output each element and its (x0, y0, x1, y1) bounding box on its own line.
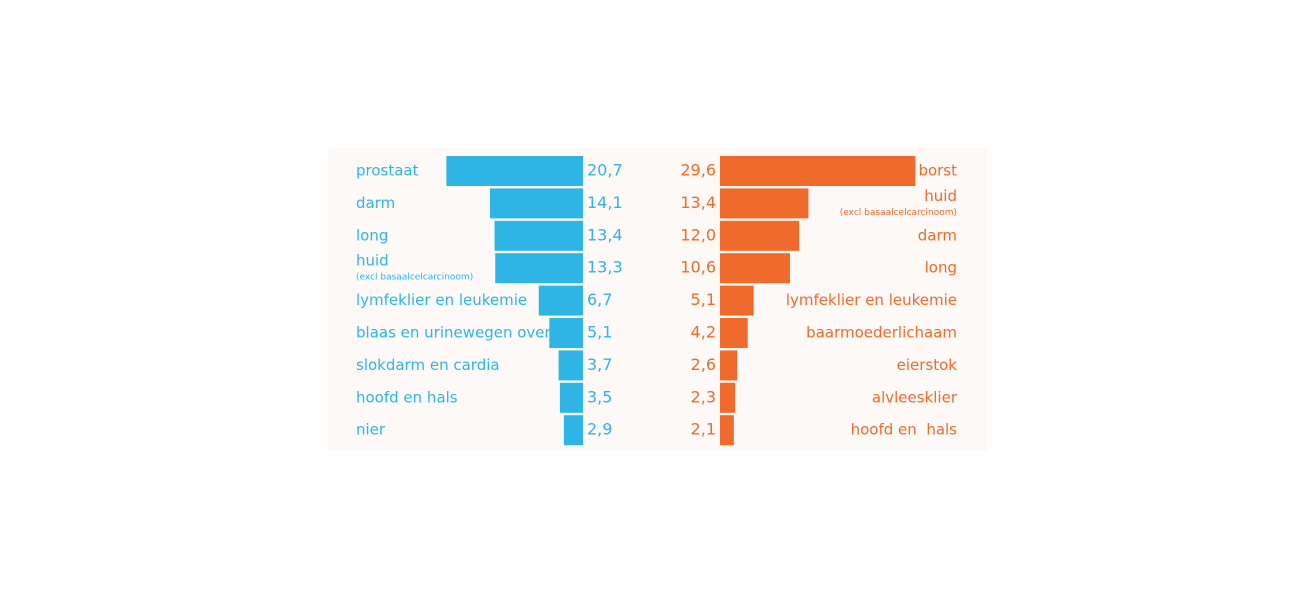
category-label: darm (356, 194, 395, 212)
value-label: 2,1 (691, 420, 716, 439)
category-note: (excl basaalcelcarcinoom) (356, 273, 473, 283)
value-label: 2,9 (587, 420, 612, 439)
value-label: 3,7 (587, 355, 612, 374)
category-label: slokdarm en cardia (356, 356, 500, 374)
category-label: huid (924, 187, 957, 205)
bar (489, 188, 583, 219)
category-label: blaas en urinewegen overig (356, 324, 564, 342)
value-label: 3,5 (587, 387, 612, 406)
value-label: 29,6 (680, 161, 716, 180)
bar (494, 220, 583, 251)
value-label: 5,1 (691, 290, 716, 309)
value-label: 5,1 (587, 323, 612, 342)
category-label: hoofd en hals (356, 388, 458, 406)
category-label: huid (356, 252, 389, 270)
value-label: 4,2 (691, 323, 716, 342)
category-label: long (356, 226, 388, 244)
category-label: lymfeklier en leukemie (356, 291, 527, 309)
category-label: darm (918, 226, 957, 244)
bar (559, 382, 583, 413)
bar (563, 415, 583, 446)
bar (720, 350, 738, 381)
bar (720, 156, 916, 186)
category-label: hoofd en hals (851, 421, 958, 439)
bar (720, 188, 809, 219)
category-label: lymfeklier en leukemie (786, 291, 957, 309)
bar (720, 220, 800, 251)
bar (720, 285, 754, 316)
bar (720, 382, 736, 413)
category-note: (excl basaalcelcarcinoom) (840, 208, 957, 218)
category-label: prostaat (356, 162, 419, 180)
bar (720, 253, 790, 284)
value-label: 13,4 (680, 193, 716, 212)
panel (328, 148, 988, 450)
value-label: 13,4 (587, 225, 623, 244)
value-label: 10,6 (680, 258, 716, 277)
category-label: eierstok (897, 356, 958, 374)
value-label: 12,0 (680, 225, 716, 244)
value-label: 14,1 (587, 193, 623, 212)
bar (720, 318, 748, 348)
bar (549, 318, 583, 348)
category-label: baarmoederlichaam (806, 324, 957, 342)
category-label: alvleesklier (872, 388, 958, 406)
value-label: 20,7 (587, 161, 623, 180)
bar (538, 285, 583, 316)
value-label: 13,3 (587, 258, 623, 277)
category-label: nier (356, 421, 386, 439)
value-label: 2,6 (691, 355, 716, 374)
bar (558, 350, 583, 381)
category-label: borst (918, 162, 957, 180)
bar (720, 415, 734, 446)
value-label: 6,7 (587, 290, 612, 309)
bar (446, 156, 583, 186)
value-label: 2,3 (691, 387, 716, 406)
bar (495, 253, 583, 284)
category-label: long (925, 259, 957, 277)
